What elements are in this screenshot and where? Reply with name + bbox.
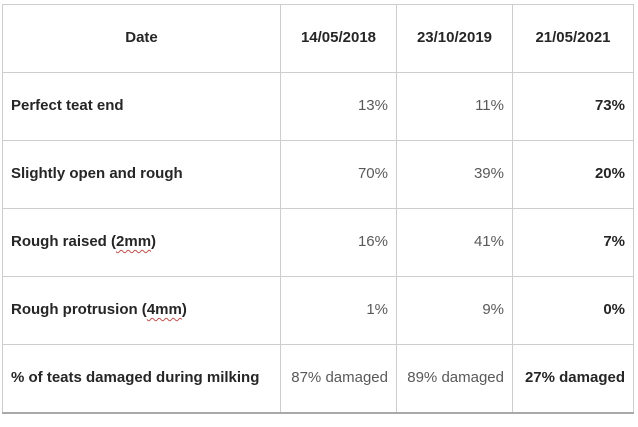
- header-col-2021: 21/05/2021: [512, 4, 634, 73]
- misspelled-word: 2mm: [116, 233, 152, 251]
- cell-value: 0%: [512, 276, 634, 345]
- cell-value: 41%: [396, 208, 513, 277]
- cell-value: 16%: [280, 208, 397, 277]
- table-row-percent-teats-damaged: % of teats damaged during milking 87% da…: [2, 344, 634, 413]
- cell-value: 11%: [396, 72, 513, 141]
- row-label-text: Rough raised (: [11, 233, 117, 251]
- table-row-rough-protrusion: Rough protrusion (4mm) 1% 9% 0%: [2, 276, 634, 345]
- cell-value: 89% damaged: [396, 344, 513, 413]
- header-date: Date: [2, 4, 281, 73]
- row-label: Rough protrusion (4mm): [2, 276, 281, 345]
- cell-value: 13%: [280, 72, 397, 141]
- cell-value: 27% damaged: [512, 344, 634, 413]
- teat-condition-table: Date 14/05/2018 23/10/2019 21/05/2021 Pe…: [2, 4, 634, 414]
- table-row-perfect-teat-end: Perfect teat end 13% 11% 73%: [2, 72, 634, 141]
- table-row-slightly-open-and-rough: Slightly open and rough 70% 39% 20%: [2, 140, 634, 209]
- table-row-rough-raised: Rough raised (2mm) 16% 41% 7%: [2, 208, 634, 277]
- cell-value: 70%: [280, 140, 397, 209]
- row-label-text: ): [181, 301, 187, 319]
- row-label-text: ): [151, 233, 157, 251]
- cell-value: 87% damaged: [280, 344, 397, 413]
- header-col-2018: 14/05/2018: [280, 4, 397, 73]
- cell-value: 7%: [512, 208, 634, 277]
- row-label: Slightly open and rough: [2, 140, 281, 209]
- cell-value: 73%: [512, 72, 634, 141]
- cell-value: 9%: [396, 276, 513, 345]
- row-label: % of teats damaged during milking: [2, 344, 281, 413]
- header-row: Date 14/05/2018 23/10/2019 21/05/2021: [2, 4, 634, 73]
- row-label: Rough raised (2mm): [2, 208, 281, 277]
- cell-value: 20%: [512, 140, 634, 209]
- row-label-text: Rough protrusion (: [11, 301, 147, 319]
- row-label: Perfect teat end: [2, 72, 281, 141]
- cell-value: 1%: [280, 276, 397, 345]
- cell-value: 39%: [396, 140, 513, 209]
- misspelled-word: 4mm: [146, 301, 182, 319]
- header-col-2019: 23/10/2019: [396, 4, 513, 73]
